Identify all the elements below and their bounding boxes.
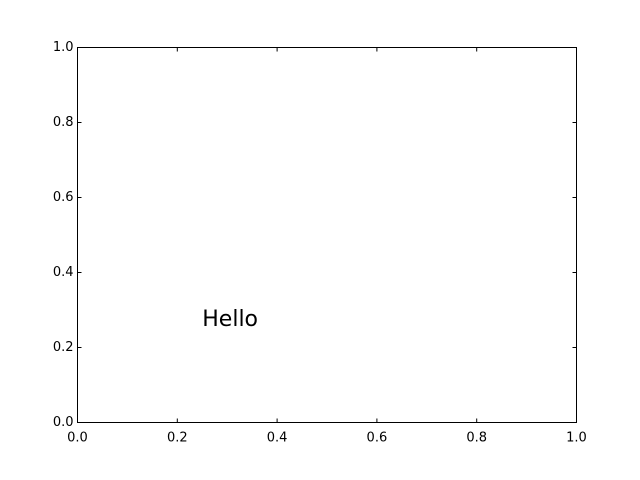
y-tick-label: 0.4 — [53, 265, 74, 280]
x-tick-label: 0.4 — [267, 430, 288, 445]
y-tick-label: 0.8 — [53, 115, 74, 130]
y-tick-label: 0.0 — [53, 415, 74, 430]
x-tick-label: 0.6 — [367, 430, 388, 445]
y-tick-label: 0.6 — [53, 190, 74, 205]
plot-area — [77, 47, 577, 423]
annotation-text: Hello — [202, 307, 258, 332]
y-axis: 0.0 0.2 0.4 0.6 0.8 1.0 — [53, 40, 577, 430]
x-tick-label: 0.0 — [67, 430, 88, 445]
y-tick-label: 1.0 — [53, 40, 74, 55]
annotations-layer: Hello — [202, 307, 258, 332]
x-axis: 0.0 0.2 0.4 0.6 0.8 1.0 — [67, 47, 587, 445]
x-tick-label: 0.8 — [466, 430, 487, 445]
x-tick-label: 0.2 — [167, 430, 188, 445]
x-tick-label: 1.0 — [566, 430, 587, 445]
y-tick-label: 0.2 — [53, 340, 74, 355]
